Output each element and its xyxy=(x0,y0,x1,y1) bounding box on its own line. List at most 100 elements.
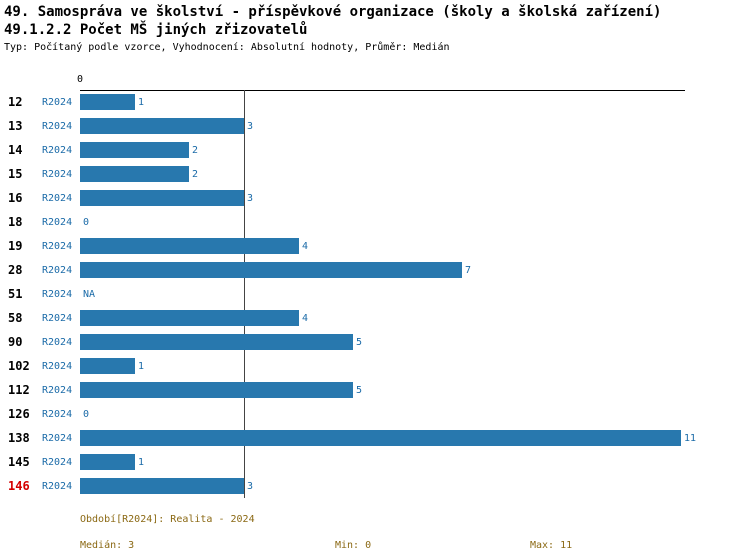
bar-zone: 4 xyxy=(80,234,750,258)
series-period-label: R2024 xyxy=(42,96,73,108)
category-label: 51 xyxy=(8,287,23,301)
value-bar xyxy=(80,430,681,446)
series-period-label: R2024 xyxy=(42,408,73,420)
category-label: 58 xyxy=(8,311,23,325)
footer-max: Max: 11 xyxy=(530,540,573,551)
value-bar xyxy=(80,166,189,182)
value-label: 11 xyxy=(684,432,697,444)
value-label: 5 xyxy=(356,384,363,396)
value-label: 2 xyxy=(192,144,199,156)
chart-row: 112 R2024 5 xyxy=(0,378,750,402)
x-axis-zero-tick: 0 xyxy=(77,74,84,85)
bar-zone: 0 xyxy=(80,402,750,426)
bar-zone: 11 xyxy=(80,426,750,450)
bar-zone: 5 xyxy=(80,378,750,402)
value-label: 1 xyxy=(138,96,145,108)
chart-rows: 12 R2024 1 13 R2024 3 14 R2024 2 15 R2024 2 16 R2024 3… xyxy=(0,90,750,498)
bar-zone: 5 xyxy=(80,330,750,354)
category-label: 102 xyxy=(8,359,30,373)
footer-min: Min: 0 xyxy=(335,540,372,551)
chart-row: 15 R2024 2 xyxy=(0,162,750,186)
series-period-label: R2024 xyxy=(42,432,73,444)
x-axis-line xyxy=(80,90,685,91)
chart-row: 12 R2024 1 xyxy=(0,90,750,114)
value-label: 7 xyxy=(465,264,472,276)
value-label: 1 xyxy=(138,456,145,468)
value-label: 3 xyxy=(247,120,254,132)
series-period-label: R2024 xyxy=(42,216,73,228)
value-bar xyxy=(80,310,299,326)
category-label: 138 xyxy=(8,431,30,445)
chart-row: 126 R2024 0 xyxy=(0,402,750,426)
value-label: 3 xyxy=(247,192,254,204)
series-period-label: R2024 xyxy=(42,240,73,252)
category-label: 14 xyxy=(8,143,23,157)
chart-subtitle: 49.1.2.2 Počet MŠ jiných zřizovatelů xyxy=(4,22,308,38)
category-label: 13 xyxy=(8,119,23,133)
bar-zone: 1 xyxy=(80,450,750,474)
value-label: 5 xyxy=(356,336,363,348)
bar-zone: 0 xyxy=(80,210,750,234)
value-bar xyxy=(80,382,353,398)
value-label: 4 xyxy=(302,240,309,252)
value-bar xyxy=(80,262,462,278)
chart-row: 58 R2024 4 xyxy=(0,306,750,330)
value-bar xyxy=(80,478,244,494)
median-gridline xyxy=(244,90,245,498)
series-period-label: R2024 xyxy=(42,120,73,132)
value-label: 3 xyxy=(247,480,254,492)
chart-row: 16 R2024 3 xyxy=(0,186,750,210)
bar-zone: 4 xyxy=(80,306,750,330)
category-label: 90 xyxy=(8,335,23,349)
bar-zone: 2 xyxy=(80,138,750,162)
value-label: 0 xyxy=(83,216,90,228)
bar-zone: 3 xyxy=(80,114,750,138)
value-bar xyxy=(80,190,244,206)
value-label: NA xyxy=(83,288,96,300)
value-label: 2 xyxy=(192,168,199,180)
value-bar xyxy=(80,358,135,374)
chart-row: 13 R2024 3 xyxy=(0,114,750,138)
footer-median: Medián: 3 xyxy=(80,540,135,551)
value-bar xyxy=(80,118,244,134)
series-period-label: R2024 xyxy=(42,168,73,180)
series-period-label: R2024 xyxy=(42,192,73,204)
series-period-label: R2024 xyxy=(42,456,73,468)
bar-zone: 1 xyxy=(80,90,750,114)
series-period-label: R2024 xyxy=(42,384,73,396)
bar-zone: 3 xyxy=(80,186,750,210)
series-period-label: R2024 xyxy=(42,336,73,348)
chart-row: 18 R2024 0 xyxy=(0,210,750,234)
bar-zone: 3 xyxy=(80,474,750,498)
chart-row: 19 R2024 4 xyxy=(0,234,750,258)
chart-row: 90 R2024 5 xyxy=(0,330,750,354)
bar-zone: NA xyxy=(80,282,750,306)
bar-zone: 7 xyxy=(80,258,750,282)
series-period-label: R2024 xyxy=(42,312,73,324)
value-bar xyxy=(80,454,135,470)
category-label: 112 xyxy=(8,383,30,397)
chart-row: 145 R2024 1 xyxy=(0,450,750,474)
category-label: 146 xyxy=(8,479,30,493)
category-label: 28 xyxy=(8,263,23,277)
chart-row: 28 R2024 7 xyxy=(0,258,750,282)
value-bar xyxy=(80,334,353,350)
chart-row: 14 R2024 2 xyxy=(0,138,750,162)
category-label: 126 xyxy=(8,407,30,421)
value-bar xyxy=(80,142,189,158)
footer-period: Období[R2024]: Realita - 2024 xyxy=(80,514,255,525)
value-label: 0 xyxy=(83,408,90,420)
chart-row: 146 R2024 3 xyxy=(0,474,750,498)
series-period-label: R2024 xyxy=(42,288,73,300)
value-bar xyxy=(80,94,135,110)
series-period-label: R2024 xyxy=(42,144,73,156)
category-label: 15 xyxy=(8,167,23,181)
category-label: 16 xyxy=(8,191,23,205)
category-label: 12 xyxy=(8,95,23,109)
category-label: 18 xyxy=(8,215,23,229)
value-label: 4 xyxy=(302,312,309,324)
category-label: 145 xyxy=(8,455,30,469)
series-period-label: R2024 xyxy=(42,480,73,492)
chart-meta-line: Typ: Počítaný podle vzorce, Vyhodnocení:… xyxy=(4,42,450,53)
